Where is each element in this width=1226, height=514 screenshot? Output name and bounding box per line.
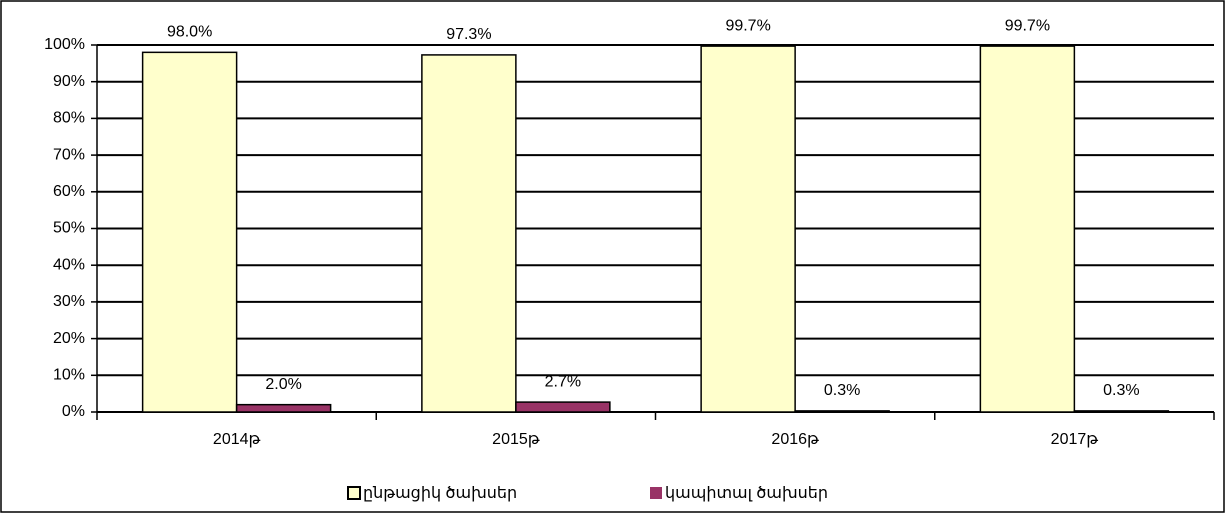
bar [1073,410,1170,413]
y-tick-label: 20% [53,330,85,347]
value-label: 99.7% [1005,17,1050,34]
y-tick-label: 80% [53,110,85,127]
y-tick-label: 70% [53,146,85,163]
bar [235,403,332,413]
value-label: 97.3% [446,26,491,43]
bar [700,45,796,413]
x-tick-label: 2017թ [1051,431,1099,448]
bar [421,54,517,413]
legend-label: ընթացիկ ծախսեր [363,485,517,502]
value-label: 99.7% [725,17,770,34]
legend-label: կապիտալ ծախսեր [665,485,828,502]
value-label: 2.7% [545,373,581,390]
bar [515,401,611,413]
legend-swatch [347,486,361,500]
x-tick-label: 2014թ [213,431,261,448]
y-tick-label: 10% [53,367,85,384]
bar [979,45,1076,413]
value-label: 0.3% [824,382,860,399]
y-tick-label: 0% [62,403,85,420]
y-tick-label: 50% [53,220,85,237]
y-tick-label: 30% [53,293,85,310]
y-tick-label: 90% [53,73,85,90]
value-label: 0.3% [1103,382,1139,399]
bar [794,410,890,413]
y-tick-label: 40% [53,256,85,273]
y-tick-label: 100% [44,36,85,53]
x-tick-label: 2015թ [492,431,540,448]
value-label: 2.0% [265,376,301,393]
value-label: 98.0% [167,24,212,41]
x-tick-label: 2016թ [771,431,819,448]
y-tick-label: 60% [53,183,85,200]
legend-swatch [650,487,662,499]
bar [141,51,238,413]
